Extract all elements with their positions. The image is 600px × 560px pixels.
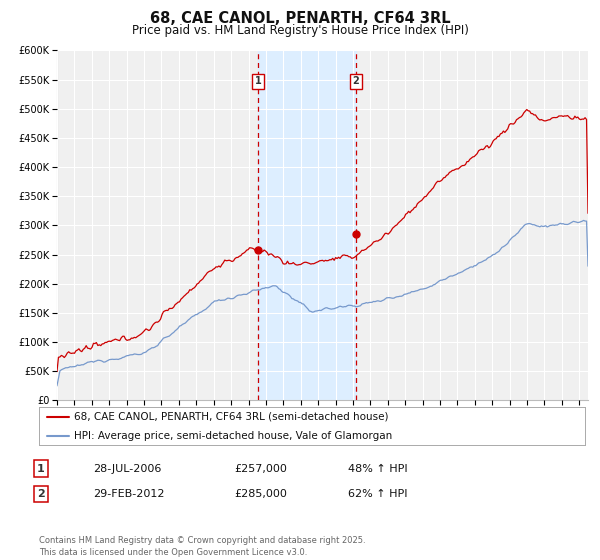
- Text: 29-FEB-2012: 29-FEB-2012: [93, 489, 164, 499]
- Text: HPI: Average price, semi-detached house, Vale of Glamorgan: HPI: Average price, semi-detached house,…: [74, 431, 393, 441]
- Text: 48% ↑ HPI: 48% ↑ HPI: [348, 464, 407, 474]
- Text: 2: 2: [352, 76, 359, 86]
- Text: Price paid vs. HM Land Registry's House Price Index (HPI): Price paid vs. HM Land Registry's House …: [131, 24, 469, 36]
- Text: 2: 2: [37, 489, 44, 499]
- Text: 68, CAE CANOL, PENARTH, CF64 3RL: 68, CAE CANOL, PENARTH, CF64 3RL: [149, 11, 451, 26]
- Text: 1: 1: [37, 464, 44, 474]
- Text: 62% ↑ HPI: 62% ↑ HPI: [348, 489, 407, 499]
- Text: £285,000: £285,000: [234, 489, 287, 499]
- Text: 68, CAE CANOL, PENARTH, CF64 3RL (semi-detached house): 68, CAE CANOL, PENARTH, CF64 3RL (semi-d…: [74, 412, 389, 422]
- Text: Contains HM Land Registry data © Crown copyright and database right 2025.
This d: Contains HM Land Registry data © Crown c…: [39, 536, 365, 557]
- Text: 1: 1: [254, 76, 261, 86]
- Bar: [258, 50, 356, 400]
- Text: 28-JUL-2006: 28-JUL-2006: [93, 464, 161, 474]
- Text: £257,000: £257,000: [234, 464, 287, 474]
